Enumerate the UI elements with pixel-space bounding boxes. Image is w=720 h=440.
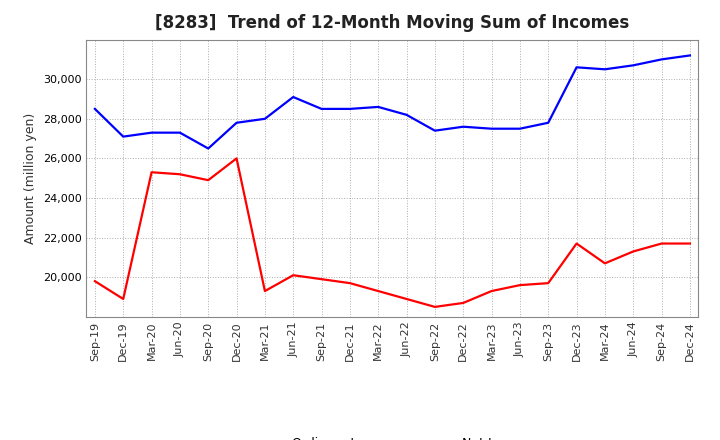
Ordinary Income: [289, 94, 297, 99]
Net Income: [516, 282, 524, 288]
Net Income: [289, 272, 297, 278]
Title: [8283]  Trend of 12-Month Moving Sum of Incomes: [8283] Trend of 12-Month Moving Sum of I…: [156, 15, 629, 33]
Ordinary Income: [544, 120, 552, 125]
Net Income: [233, 156, 241, 161]
Ordinary Income: [148, 130, 156, 135]
Net Income: [487, 288, 496, 293]
Net Income: [572, 241, 581, 246]
Ordinary Income: [431, 128, 439, 133]
Ordinary Income: [459, 124, 467, 129]
Ordinary Income: [233, 120, 241, 125]
Net Income: [261, 288, 269, 293]
Ordinary Income: [572, 65, 581, 70]
Net Income: [374, 288, 382, 293]
Ordinary Income: [374, 104, 382, 110]
Net Income: [685, 241, 694, 246]
Legend: Ordinary Income, Net Income: Ordinary Income, Net Income: [246, 432, 539, 440]
Net Income: [600, 260, 609, 266]
Net Income: [318, 276, 326, 282]
Line: Ordinary Income: Ordinary Income: [95, 55, 690, 148]
Net Income: [544, 280, 552, 286]
Ordinary Income: [629, 62, 637, 68]
Ordinary Income: [346, 106, 354, 111]
Ordinary Income: [402, 112, 411, 117]
Net Income: [346, 280, 354, 286]
Net Income: [91, 279, 99, 284]
Line: Net Income: Net Income: [95, 158, 690, 307]
Ordinary Income: [487, 126, 496, 131]
Net Income: [204, 177, 212, 183]
Net Income: [459, 300, 467, 305]
Ordinary Income: [176, 130, 184, 135]
Ordinary Income: [318, 106, 326, 111]
Ordinary Income: [119, 134, 127, 139]
Ordinary Income: [600, 66, 609, 72]
Net Income: [119, 297, 127, 302]
Ordinary Income: [516, 126, 524, 131]
Ordinary Income: [261, 116, 269, 121]
Net Income: [148, 169, 156, 175]
Net Income: [629, 249, 637, 254]
Ordinary Income: [91, 106, 99, 111]
Ordinary Income: [204, 146, 212, 151]
Net Income: [657, 241, 666, 246]
Ordinary Income: [657, 57, 666, 62]
Net Income: [431, 304, 439, 310]
Net Income: [176, 172, 184, 177]
Net Income: [402, 297, 411, 302]
Ordinary Income: [685, 53, 694, 58]
Y-axis label: Amount (million yen): Amount (million yen): [24, 113, 37, 244]
